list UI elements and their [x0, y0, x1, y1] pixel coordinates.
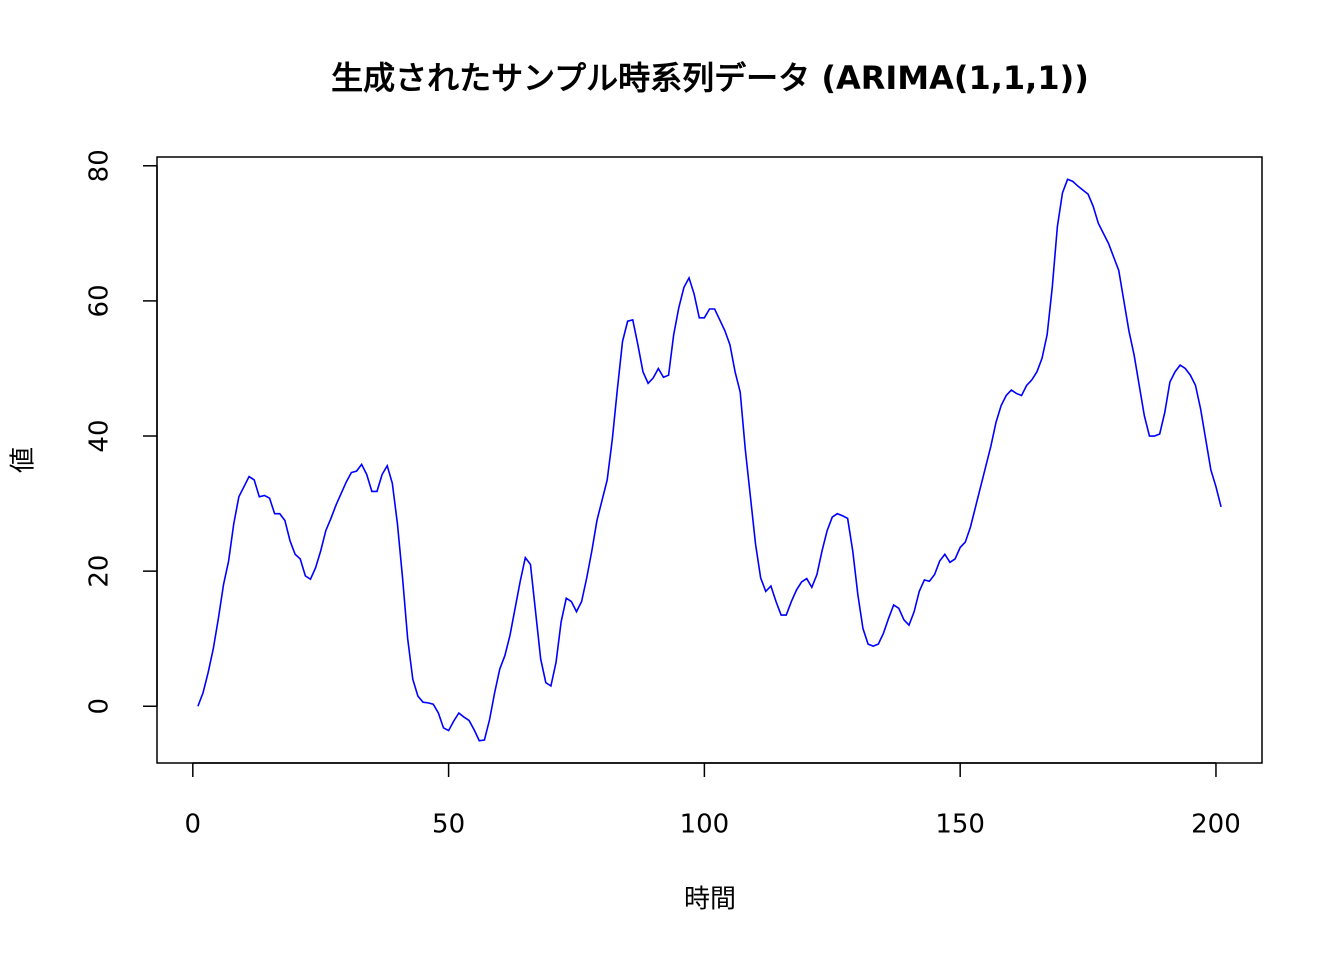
y-tick-label: 80 [85, 149, 115, 182]
x-tick-label: 100 [680, 810, 730, 840]
plot-frame [156, 156, 1263, 764]
y-tick-label: 40 [85, 419, 115, 452]
x-tick-label: 0 [185, 810, 202, 840]
x-tick-label: 50 [432, 810, 465, 840]
chart-title: 生成されたサンプル時系列データ (ARIMA(1,1,1)) [331, 59, 1089, 97]
y-tick-label: 20 [85, 555, 115, 588]
data-line [197, 178, 1222, 742]
x-tick-label: 200 [1191, 810, 1241, 840]
x-tick-label: 150 [935, 810, 985, 840]
x-axis-label: 時間 [684, 885, 736, 915]
y-tick-label: 60 [85, 284, 115, 317]
y-tick-label: 0 [85, 698, 115, 715]
y-axis-label: 値 [9, 447, 39, 473]
